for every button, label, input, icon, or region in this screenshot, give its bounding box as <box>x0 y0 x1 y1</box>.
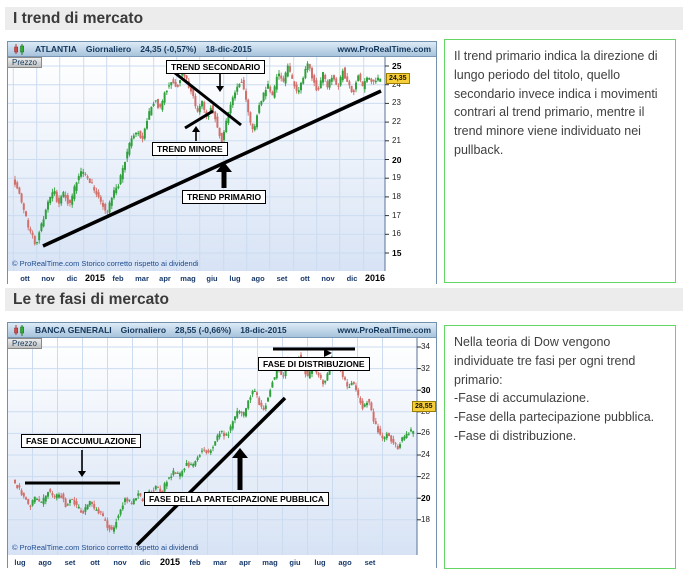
chart-banca-generali: BANCA GENERALI Giornaliero 28,55 (-0,66%… <box>7 322 437 568</box>
x-axis-label: 2015 <box>159 557 181 567</box>
x-axis-label: set <box>276 274 288 283</box>
annotation-label: FASE DELLA PARTECIPAZIONE PUBBLICA <box>144 492 330 506</box>
x-axis-label: nov <box>113 558 127 567</box>
x-axis-label: set <box>64 558 76 567</box>
x-axis-label: nov <box>321 274 335 283</box>
annotation-label: FASE DI DISTRIBUZIONE <box>258 357 370 371</box>
chart-timeframe: Giornaliero <box>85 44 132 54</box>
plot-area[interactable]: Prezzo © ProRealTime.com Storico corrett… <box>8 57 436 271</box>
pane-tab-prezzo[interactable]: Prezzo <box>8 57 42 68</box>
note-text-line: -Fase della partecipazione pubblica. <box>454 410 655 424</box>
y-axis-label: 24 <box>392 79 401 89</box>
note-text-line: Il trend primario indica la direzione di… <box>454 49 658 157</box>
note-text-line: Nella teoria di Dow vengono individuate … <box>454 335 636 387</box>
section-header-trend: I trend di mercato <box>5 7 683 30</box>
chart-atlantia: ATLANTIA Giornaliero 24,35 (-0,57%) 18-d… <box>7 41 437 284</box>
copyright-text: © ProRealTime.com Storico corretto rispe… <box>12 543 199 552</box>
chart-symbol: BANCA GENERALI <box>35 325 112 335</box>
x-axis: lug ago set ott nov dic 2015 feb mar apr mag giu lug… <box>8 555 436 568</box>
annotation-label: TREND PRIMARIO <box>182 190 267 204</box>
x-axis-label: ott <box>20 274 30 283</box>
plot-area[interactable]: Prezzo © ProRealTime.com Storico corrett… <box>8 338 436 555</box>
copyright-text: © ProRealTime.com Storico corretto rispe… <box>12 259 199 268</box>
note-box-fasi: Nella teoria di Dow vengono individuate … <box>444 325 676 569</box>
y-axis-label: 19 <box>392 173 401 183</box>
x-axis-label: nov <box>41 274 55 283</box>
y-axis-label: 21 <box>392 135 401 145</box>
y-axis-label: 20 <box>421 493 431 504</box>
x-axis-label: mar <box>213 558 227 567</box>
x-axis-label: dic <box>346 274 358 283</box>
x-axis-label: dic <box>66 274 78 283</box>
x-axis-label: 2015 <box>84 273 106 283</box>
x-axis-label: mag <box>262 558 278 567</box>
chart-last-price-change: 24,35 (-0,57%) <box>140 44 197 54</box>
x-axis-label: apr <box>159 274 171 283</box>
annotation-label: FASE DI ACCUMULAZIONE <box>21 434 142 448</box>
y-axis-label: 16 <box>392 229 401 239</box>
x-axis-label: ago <box>338 558 352 567</box>
y-axis-label: 22 <box>421 471 430 481</box>
chart-timeframe: Giornaliero <box>120 325 167 335</box>
atlantia-candlestick-plot <box>8 57 389 271</box>
candlestick-icon <box>13 324 26 336</box>
x-axis-label: giu <box>206 274 218 283</box>
x-axis-label: lug <box>14 558 26 567</box>
x-axis: ott nov dic 2015 feb mar apr mag giu lug ago set ott… <box>8 271 436 284</box>
candlestick-icon <box>13 43 26 55</box>
y-axis-label: 25 <box>392 61 402 71</box>
x-axis-label: dic <box>139 558 151 567</box>
last-price-marker: 28,55 <box>412 400 436 412</box>
x-axis-label: 2016 <box>364 273 386 283</box>
chart-date: 18-dic-2015 <box>240 325 287 335</box>
chart-titlebar: ATLANTIA Giornaliero 24,35 (-0,57%) 18-d… <box>8 42 436 57</box>
chart-last-price-change: 28,55 (-0,66%) <box>175 325 232 335</box>
y-axis-label: 34 <box>421 342 430 351</box>
y-axis-label: 30 <box>421 385 431 396</box>
chart-symbol: ATLANTIA <box>35 44 77 54</box>
note-text-line: -Fase di distribuzione. <box>454 428 577 443</box>
y-axis-label: 17 <box>392 210 401 220</box>
chart-titlebar: BANCA GENERALI Giornaliero 28,55 (-0,66%… <box>8 323 436 338</box>
y-axis-label: 26 <box>421 428 430 438</box>
prorealtime-link[interactable]: www.ProRealTime.com <box>337 325 431 335</box>
last-price-marker: 24,35 <box>386 73 410 85</box>
annotation-label: TREND SECONDARIO <box>166 60 266 74</box>
y-axis-label: 22 <box>392 117 401 127</box>
y-axis-label: 23 <box>392 98 401 108</box>
y-axis-label: 20 <box>392 154 402 165</box>
x-axis-label: ago <box>251 274 265 283</box>
x-axis-label: mag <box>180 274 196 283</box>
y-axis-label: 32 <box>421 363 430 373</box>
x-axis-label: feb <box>189 558 201 567</box>
prorealtime-link[interactable]: www.ProRealTime.com <box>337 44 431 54</box>
section-header-fasi: Le tre fasi di mercato <box>5 288 683 311</box>
x-axis-label: ott <box>90 558 100 567</box>
x-axis-label: giu <box>289 558 301 567</box>
x-axis-label: lug <box>229 274 241 283</box>
annotation-label: TREND MINORE <box>152 142 228 156</box>
x-axis-label: lug <box>314 558 326 567</box>
y-axis-label: 18 <box>392 191 401 201</box>
y-axis-label: 18 <box>421 514 430 524</box>
note-text-line: -Fase di accumulazione. <box>454 391 590 406</box>
x-axis-label: ott <box>300 274 310 283</box>
chart-date: 18-dic-2015 <box>205 44 252 54</box>
x-axis-label: mar <box>135 274 149 283</box>
y-axis-label: 24 <box>421 450 430 459</box>
x-axis-label: set <box>364 558 376 567</box>
x-axis-label: ago <box>38 558 52 567</box>
y-axis-label: 15 <box>392 248 402 258</box>
note-box-trend: Il trend primario indica la direzione di… <box>444 39 676 283</box>
x-axis-label: feb <box>112 274 124 283</box>
x-axis-label: apr <box>239 558 251 567</box>
pane-tab-prezzo[interactable]: Prezzo <box>8 338 42 349</box>
